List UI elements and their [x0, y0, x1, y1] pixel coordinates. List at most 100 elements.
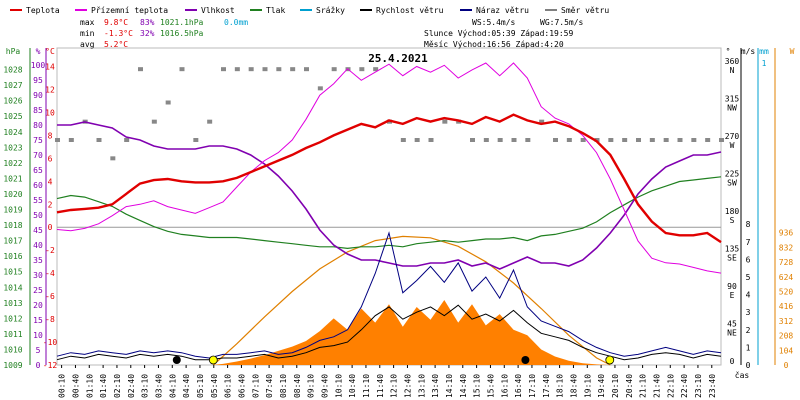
rain-axis-label: mm	[759, 47, 769, 56]
direction-tick-label: NE	[727, 329, 737, 338]
hpa-axis-tick-label: 1026	[3, 97, 22, 106]
hpa-axis-tick-label: 1009	[3, 361, 22, 370]
wind-direction-point	[622, 138, 628, 142]
stat-sun: Slunce Východ:05:39 Západ:19:59	[424, 29, 573, 38]
x-tick-label: 16:40	[514, 374, 523, 398]
stat-moon: Měsíc Východ:16:56 Západ:4:20	[424, 40, 564, 49]
wind-tick-label: 7	[746, 238, 751, 247]
celsius-axis-tick-label: 10	[45, 108, 55, 117]
wind-direction-point	[663, 138, 669, 142]
wind-tick-label: 4	[746, 291, 751, 300]
solar-tick-label: 728	[779, 258, 794, 267]
percent-axis-tick-label: 40	[33, 241, 43, 250]
wind-direction-point	[442, 119, 448, 124]
marker-point	[172, 356, 181, 364]
x-tick-label: 17:40	[542, 374, 551, 398]
wind-direction-point	[207, 119, 213, 124]
percent-axis-tick-label: 65	[33, 166, 43, 175]
x-tick-label: 10:40	[348, 374, 357, 398]
percent-axis-tick-label: 60	[33, 181, 43, 190]
x-tick-label: 20:10	[611, 374, 620, 398]
wind-direction-point	[193, 138, 199, 142]
wind-direction-point	[497, 138, 503, 142]
hpa-axis-tick-label: 1021	[3, 174, 22, 183]
wind-direction-point	[691, 138, 697, 142]
hpa-axis-tick-label: 1016	[3, 252, 22, 261]
degrees-tick-label: 45	[727, 320, 737, 329]
x-tick-label: 12:10	[390, 374, 399, 398]
wind-direction-point	[151, 119, 157, 124]
series-lines	[55, 62, 724, 361]
x-tick-label: 15:40	[486, 374, 495, 398]
solar-tick-label: 520	[779, 288, 794, 297]
x-tick-label: 11:10	[362, 374, 371, 398]
pressure-line	[56, 176, 722, 250]
legend-entry: Rychlost větru	[376, 6, 444, 15]
celsius-axis-tick-label: -12	[43, 361, 58, 370]
wind-direction-point	[96, 138, 102, 142]
wind-direction-point	[677, 138, 683, 142]
stat-min-label: min	[80, 29, 95, 38]
wind-direction-point	[304, 67, 309, 72]
hpa-axis-tick-label: 1017	[3, 237, 22, 246]
hpa-axis-tick-label: 1015	[3, 268, 22, 277]
x-tick-label: 08:10	[279, 374, 288, 398]
percent-axis-tick-label: 30	[33, 271, 43, 280]
wind-direction-point	[138, 67, 143, 72]
degrees-axis-label: °	[726, 47, 731, 56]
wind-tick-label: 0	[746, 361, 751, 370]
x-tick-label: 00:10	[58, 374, 67, 398]
percent-axis-tick-label: 70	[33, 151, 43, 160]
percent-axis-tick-label: 20	[33, 301, 43, 310]
x-axis-label: čas	[735, 370, 750, 380]
wind-gust-line	[56, 231, 722, 359]
percent-axis-tick-label: 10	[33, 331, 43, 340]
legend-entry: Přízemní teplota	[91, 6, 168, 15]
x-tick-label: 20:40	[625, 374, 634, 398]
sun-moon-markers	[172, 355, 615, 365]
chart-title: 25.4.2021	[368, 52, 428, 65]
percent-axis-label: %	[36, 47, 41, 56]
degrees-tick-label: 90	[727, 282, 737, 291]
x-tick-label: 17:10	[528, 374, 537, 398]
wind-direction-point	[580, 138, 586, 142]
percent-axis-tick-label: 100	[31, 61, 46, 70]
wind-direction-point	[511, 138, 517, 142]
stat-max-press: 1021.1hPa	[160, 18, 204, 27]
wind-direction-point	[414, 138, 420, 142]
marker-point	[521, 356, 530, 364]
wind-direction-point	[290, 67, 296, 72]
percent-axis-tick-label: 0	[36, 361, 41, 370]
percent-axis-tick-label: 45	[33, 226, 43, 235]
x-tick-label: 09:40	[320, 374, 329, 398]
wind-direction-point	[594, 138, 600, 142]
celsius-axis-tick-label: -10	[43, 338, 58, 347]
solar-tick-label: 936	[779, 229, 794, 238]
wind-direction-point	[359, 67, 365, 72]
stat-avg-temp: 5.2°C	[104, 40, 128, 49]
x-tick-label: 02:10	[113, 374, 122, 398]
stat-wind-speed: WS:5.4m/s	[472, 18, 516, 27]
x-tick-label: 22:10	[666, 374, 675, 398]
wind-direction-point	[248, 67, 254, 72]
theoretical-radiation-line	[212, 235, 611, 366]
celsius-axis-tick-label: 4	[48, 177, 53, 186]
hpa-axis-tick-label: 1011	[3, 330, 22, 339]
legend-entry: Směr větru	[561, 6, 609, 15]
marker-point	[605, 355, 615, 365]
x-tick-label: 14:40	[459, 374, 468, 398]
x-tick-label: 03:40	[154, 374, 163, 398]
wind-direction-point	[262, 67, 268, 72]
celsius-axis-tick-label: 8	[48, 131, 53, 140]
axes: 00:10 00:40 01:10 01:40 02:10 02:40 03:10 03:40…	[3, 47, 794, 398]
x-tick-label: 04:40	[182, 374, 191, 398]
x-tick-label: 07:10	[251, 374, 260, 398]
solar-radiation-area	[57, 300, 721, 365]
hpa-axis-tick-label: 1019	[3, 206, 22, 215]
wind-tick-label: 8	[746, 220, 751, 229]
wind-direction-point	[276, 67, 282, 72]
celsius-axis-tick-label: 14	[45, 62, 55, 71]
x-tick-label: 02:40	[127, 374, 136, 398]
x-tick-label: 04:10	[168, 374, 177, 398]
stat-max-label: max	[80, 18, 95, 27]
